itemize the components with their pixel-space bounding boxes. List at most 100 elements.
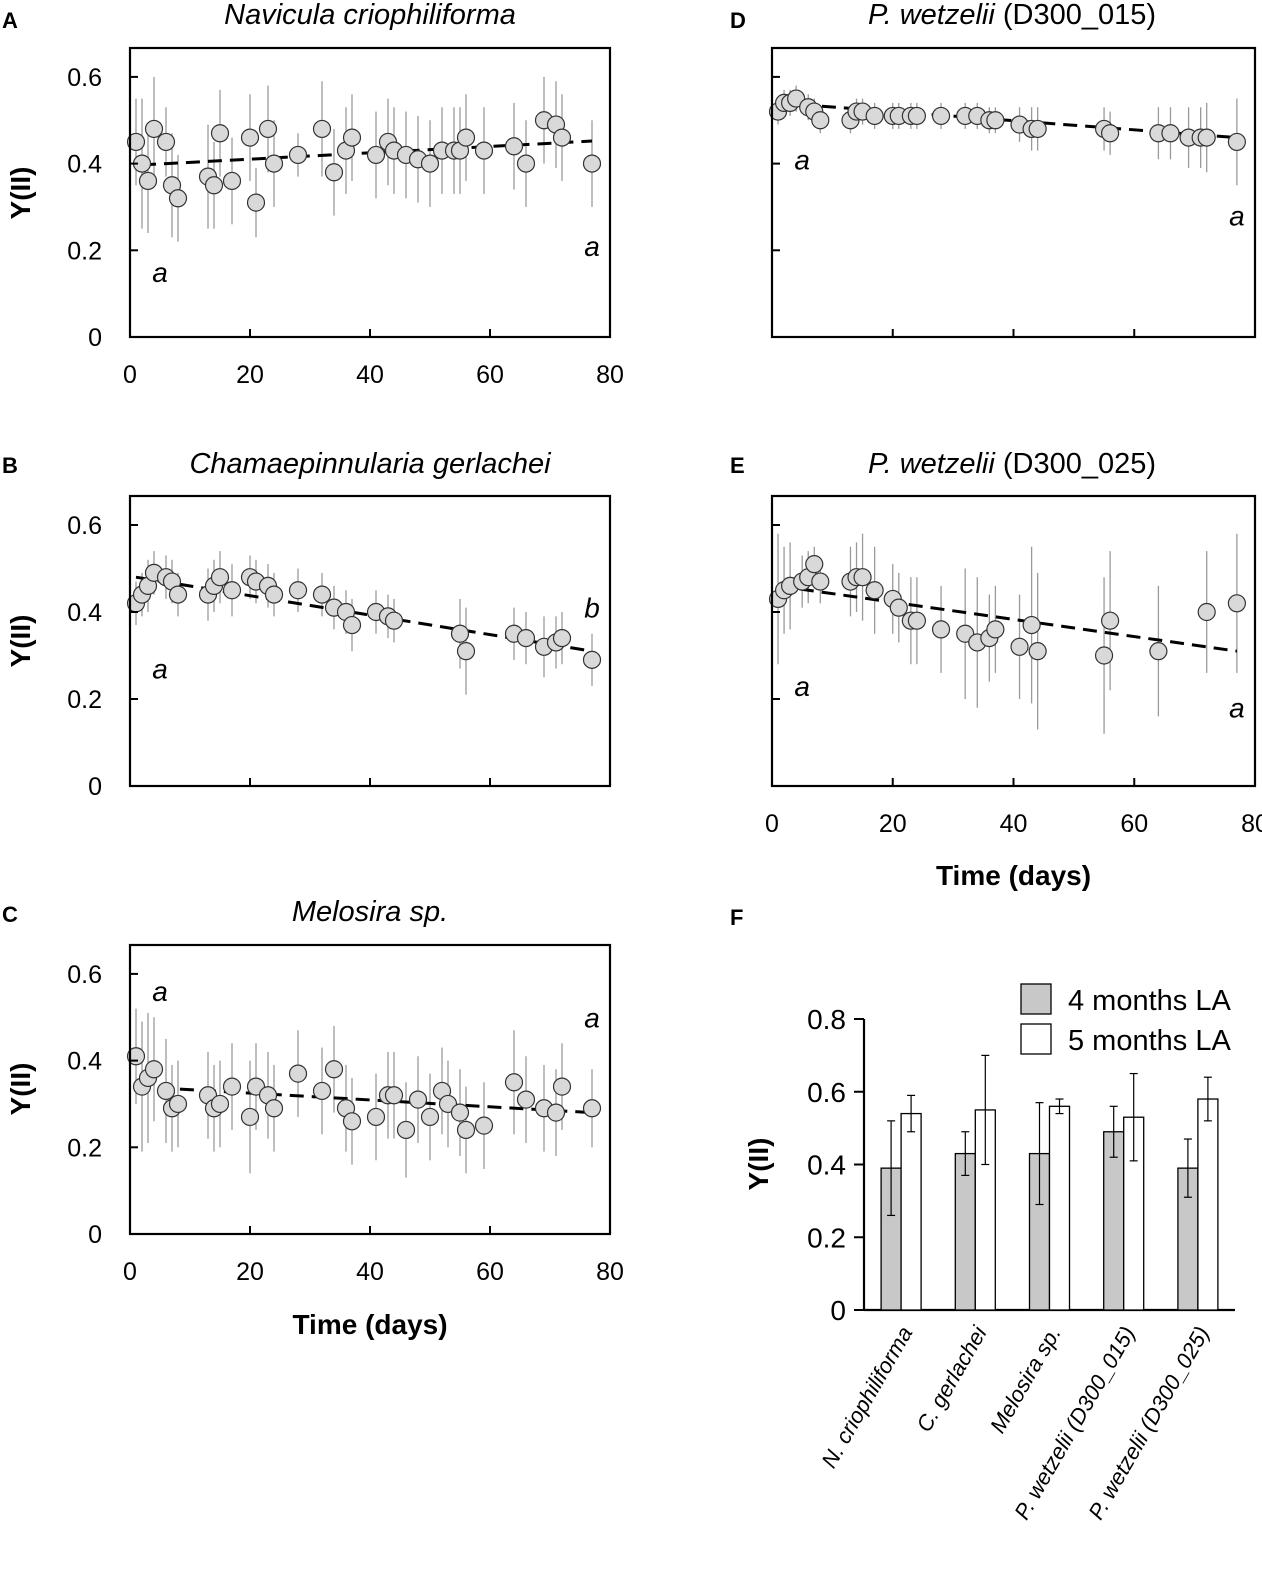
bar — [1103, 1131, 1125, 1311]
data-point — [504, 1073, 524, 1092]
panel-title: Chamaepinnularia gerlachei — [189, 448, 552, 480]
category-label: C. gerlachei — [911, 1321, 992, 1436]
data-point — [240, 128, 260, 147]
panel-title: Navicula criophiliforma — [224, 0, 516, 31]
x-tick-label: 0 — [123, 1258, 137, 1286]
data-point — [1028, 642, 1047, 661]
x-tick-label: 80 — [596, 361, 624, 389]
x-tick-label: 80 — [1241, 810, 1262, 838]
data-point — [546, 1103, 566, 1122]
data-point — [1010, 637, 1029, 656]
x-axis-label: Time (days) — [292, 1309, 447, 1340]
panel-letter: E — [730, 453, 745, 478]
x-tick-label: 20 — [236, 361, 264, 389]
data-point — [552, 628, 572, 648]
panel-title-species: P. wetzelii — [868, 0, 996, 31]
category-label: N. criophiliforma — [816, 1322, 917, 1472]
data-point — [384, 611, 404, 630]
data-point — [811, 572, 830, 591]
data-point — [456, 1120, 476, 1140]
data-point — [210, 568, 230, 587]
data-point — [138, 171, 158, 191]
plot-frame — [770, 46, 1257, 339]
data-point — [1197, 602, 1216, 622]
data-point — [504, 137, 524, 156]
panel-letter: A — [2, 8, 18, 33]
y-tick-label: 0.6 — [67, 961, 102, 989]
data-point — [288, 1064, 308, 1083]
x-tick-label: 60 — [476, 1258, 504, 1286]
data-point — [210, 1094, 230, 1114]
data-point — [420, 154, 440, 173]
data-point — [1094, 646, 1114, 665]
data-point — [1227, 132, 1246, 152]
significance-letter: a — [794, 144, 810, 175]
y-tick-label: 0.4 — [67, 1048, 102, 1076]
data-point — [408, 1090, 428, 1109]
y-tick-label: 0.6 — [67, 512, 102, 540]
data-point — [1149, 642, 1168, 661]
data-point — [204, 176, 224, 195]
panel-title: P. wetzelii (D300_025) — [868, 448, 1156, 480]
y-tick-label: 0 — [88, 324, 102, 352]
legend-label: 4 months LA — [1068, 985, 1231, 1017]
data-point — [1100, 124, 1120, 143]
panel-title-species: P. wetzelii — [868, 448, 996, 480]
data-point — [865, 106, 884, 126]
bar — [1048, 1105, 1071, 1311]
panel-title-strain: (D300_015) — [995, 0, 1156, 31]
panel-e: E P. wetzelii (D300_025) 0 20 40 60 80 a a Time (… — [730, 448, 1262, 891]
data-point — [342, 128, 362, 147]
data-point — [288, 145, 308, 165]
significance-letter: a — [1229, 201, 1245, 232]
data-point — [931, 620, 951, 639]
panel-letter: C — [2, 902, 18, 927]
data-point — [552, 128, 572, 147]
x-tick-label: 20 — [879, 810, 907, 838]
x-tick-label: 40 — [1000, 810, 1028, 838]
data-point — [907, 611, 927, 630]
y-tick-label: 0.2 — [67, 1134, 102, 1162]
data-point — [264, 585, 284, 604]
data-point — [1028, 119, 1047, 139]
significance-letter: a — [1229, 693, 1245, 724]
data-point — [144, 1060, 164, 1079]
data-point — [156, 1081, 176, 1101]
data-point — [168, 585, 188, 604]
data-point — [384, 1086, 404, 1105]
data-point — [552, 1077, 572, 1096]
y-tick-label: 0 — [88, 1221, 102, 1249]
data-point — [516, 628, 536, 648]
panel-d: D P. wetzelii (D300_015)a a — [730, 0, 1257, 339]
data-point — [1227, 594, 1246, 613]
panel-c: C Melosira sp. 0 20 40 60 80 0 0.2 0.4 0.6 a a Y(II) T… — [2, 896, 624, 1340]
data-point — [889, 598, 908, 617]
y-tick-label: 0.6 — [67, 64, 102, 92]
data-point — [144, 119, 164, 139]
y-axis-label: Y(II) — [5, 1063, 36, 1116]
legend-label: 5 months LA — [1068, 1025, 1231, 1057]
y-tick-label: 0.4 — [807, 1150, 846, 1181]
data-point — [516, 154, 536, 173]
data-point — [396, 1120, 416, 1140]
data-point — [288, 581, 308, 600]
data-point — [156, 132, 176, 152]
data-point — [312, 1081, 332, 1101]
panel-title: Melosira sp. — [292, 896, 448, 928]
data-point — [516, 1090, 536, 1109]
data-point — [222, 171, 242, 191]
panel-letter: D — [730, 8, 746, 33]
y-tick-label: 0.4 — [67, 151, 102, 179]
data-point — [1022, 615, 1041, 635]
bar — [1197, 1098, 1219, 1311]
x-tick-label: 20 — [236, 1258, 264, 1286]
x-tick-label: 80 — [596, 1258, 624, 1286]
x-tick-label: 40 — [356, 1258, 384, 1286]
data-point — [907, 106, 927, 126]
bar — [954, 1152, 976, 1311]
data-point — [342, 615, 362, 635]
bar — [900, 1112, 922, 1311]
data-point — [1197, 128, 1216, 147]
